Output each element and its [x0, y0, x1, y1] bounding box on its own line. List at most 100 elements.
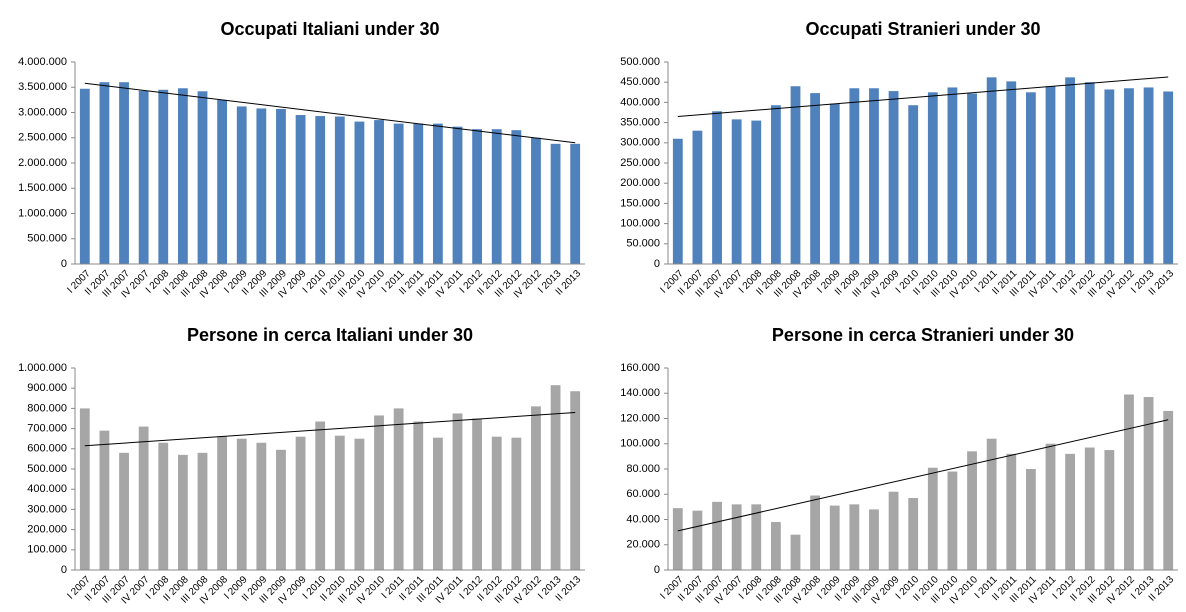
y-tick-label: 500.000 — [620, 56, 660, 68]
bar — [432, 123, 443, 264]
bar — [712, 111, 722, 265]
bar — [99, 82, 110, 264]
bar — [236, 106, 247, 264]
bar — [1025, 92, 1036, 264]
bar — [1163, 410, 1174, 570]
bar — [1143, 397, 1154, 570]
bar — [393, 408, 404, 570]
y-tick-label: 0 — [654, 258, 660, 270]
bar — [947, 87, 958, 265]
bar — [712, 501, 722, 570]
bar — [1065, 77, 1076, 265]
y-tick-label: 900.000 — [27, 382, 67, 394]
bar — [158, 442, 169, 570]
bar — [849, 504, 860, 570]
trend-line — [677, 419, 1169, 532]
bar — [99, 430, 110, 570]
bar — [374, 415, 384, 570]
y-tick-label: 500.000 — [27, 463, 67, 475]
trend-line — [84, 82, 576, 144]
bar — [511, 130, 522, 264]
y-tick-label: 140.000 — [620, 387, 660, 399]
bar — [1025, 469, 1036, 570]
bar — [1143, 87, 1154, 265]
bar — [550, 143, 561, 264]
bar — [770, 522, 781, 570]
y-tick-label: 200.000 — [620, 177, 660, 189]
y-tick-label: 3.500.000 — [18, 81, 67, 93]
bar — [393, 123, 404, 264]
y-tick-label: 4.000.000 — [18, 56, 67, 68]
y-tick-label: 200.000 — [27, 524, 67, 536]
bar — [452, 413, 463, 570]
bar — [276, 108, 286, 264]
bar — [947, 471, 958, 570]
y-tick-label: 700.000 — [27, 423, 67, 435]
y-tick-label: 100.000 — [620, 218, 660, 230]
y-tick-label: 50.000 — [626, 238, 660, 250]
bar — [1084, 447, 1095, 570]
bar — [986, 77, 997, 265]
y-tick-label: 2.500.000 — [18, 132, 67, 144]
y-tick-label: 300.000 — [620, 137, 660, 149]
bar — [354, 121, 365, 264]
bar — [810, 93, 821, 264]
bar — [119, 82, 129, 264]
bar — [315, 116, 326, 264]
bar — [849, 88, 860, 264]
bar — [531, 406, 541, 570]
bar — [79, 408, 90, 570]
trend-line — [84, 411, 576, 447]
y-tick-label: 120.000 — [620, 412, 660, 424]
bar — [119, 452, 129, 570]
y-tick-label: 400.000 — [27, 483, 67, 495]
bar — [79, 88, 90, 264]
bar — [731, 119, 742, 264]
bar — [197, 91, 208, 264]
bar — [829, 505, 840, 570]
bar — [217, 99, 228, 264]
y-tick-label: 0 — [61, 564, 67, 576]
bar — [491, 436, 502, 570]
bar — [472, 129, 483, 264]
bar — [986, 438, 997, 570]
chart-title: Persone in cerca Italiani under 30 — [187, 325, 473, 345]
chart-title: Occupati Italiani under 30 — [220, 19, 439, 39]
y-tick-label: 20.000 — [626, 539, 660, 551]
bar — [256, 442, 267, 570]
bar — [177, 88, 188, 264]
bar — [770, 105, 781, 264]
y-tick-label: 500.000 — [27, 233, 67, 245]
bar — [790, 86, 801, 265]
y-tick-label: 2.000.000 — [18, 157, 67, 169]
bar — [138, 426, 149, 570]
bar — [413, 123, 424, 264]
bar — [751, 504, 762, 570]
bar — [1045, 443, 1056, 570]
bar — [790, 534, 801, 570]
y-tick-label: 600.000 — [27, 443, 67, 455]
bar — [810, 495, 821, 570]
y-tick-label: 60.000 — [626, 488, 660, 500]
bar — [1084, 82, 1095, 264]
y-tick-label: 40.000 — [626, 513, 660, 525]
bar — [354, 438, 365, 570]
bar — [908, 105, 919, 264]
bar — [967, 451, 977, 570]
trend-line — [677, 76, 1169, 118]
bar — [472, 418, 483, 570]
bar — [1124, 394, 1134, 570]
bar — [869, 88, 879, 264]
bar — [531, 137, 541, 264]
bar — [731, 504, 742, 570]
bar — [374, 120, 384, 264]
bar — [452, 126, 463, 264]
chart-title: Occupati Stranieri under 30 — [805, 19, 1040, 39]
bar — [1065, 453, 1076, 570]
y-tick-label: 0 — [61, 258, 67, 270]
bar — [276, 449, 286, 570]
bar — [217, 436, 228, 570]
bar — [1045, 86, 1056, 265]
bar — [295, 115, 306, 265]
y-tick-label: 450.000 — [620, 76, 660, 88]
